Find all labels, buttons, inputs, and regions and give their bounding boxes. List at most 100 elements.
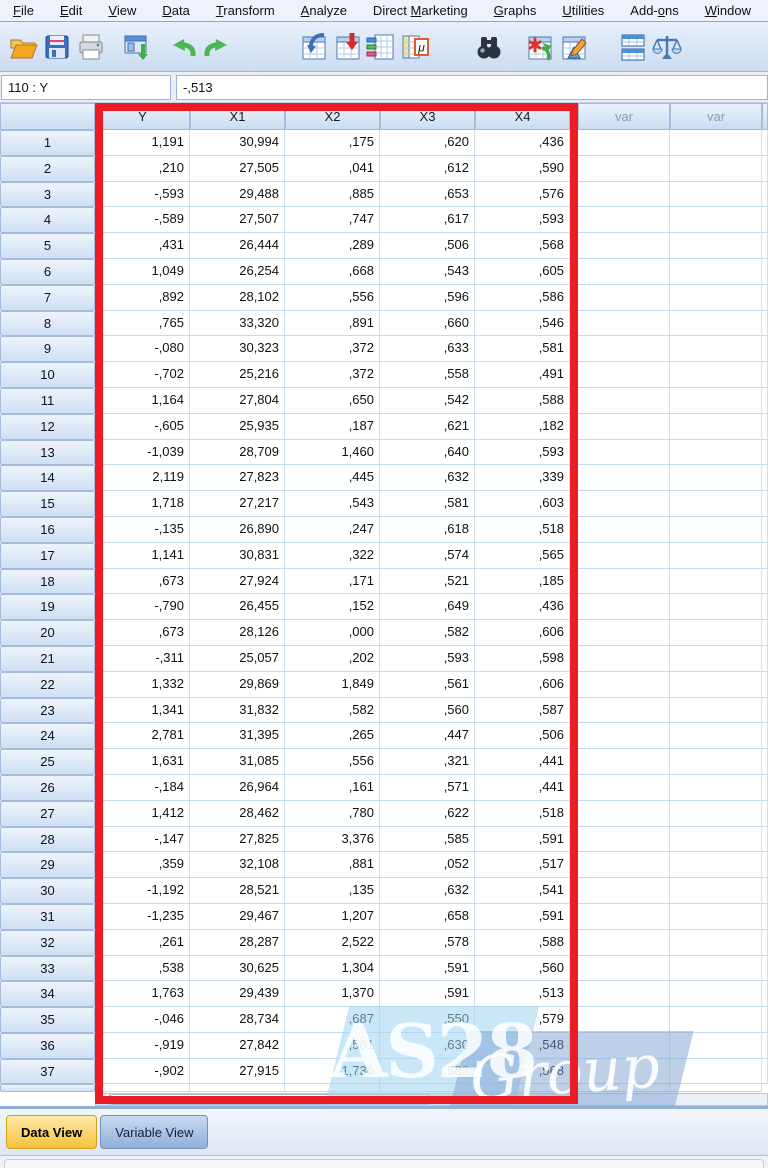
cell-x1-17[interactable]: 30,831 xyxy=(190,542,285,569)
row-header-36[interactable]: 36 xyxy=(0,1032,95,1059)
cell-x4-13[interactable]: ,593 xyxy=(475,439,570,466)
cell-y-34[interactable]: 1,763 xyxy=(95,981,190,1008)
cell-y-8[interactable]: ,765 xyxy=(95,310,190,337)
cell-var2-21[interactable] xyxy=(670,645,762,672)
row-header-37[interactable]: 37 xyxy=(0,1058,95,1085)
cell-var2-19[interactable] xyxy=(670,594,762,621)
cell-x2-14[interactable]: ,445 xyxy=(285,465,380,492)
row-header-7[interactable]: 7 xyxy=(0,284,95,311)
row-header-35[interactable]: 35 xyxy=(0,1007,95,1033)
cell-x4-15[interactable]: ,603 xyxy=(475,491,570,517)
cell-var1-16[interactable] xyxy=(578,516,670,543)
cell-y-32[interactable]: ,261 xyxy=(95,929,190,956)
cell-y-13[interactable]: -1,039 xyxy=(95,439,190,466)
cell-x3-37[interactable]: ,583 xyxy=(380,1058,475,1085)
cell-x4-31[interactable]: ,591 xyxy=(475,903,570,930)
row-header-3[interactable]: 3 xyxy=(0,181,95,208)
cell-var2-2[interactable] xyxy=(670,155,762,182)
cell-var1-9[interactable] xyxy=(578,336,670,363)
row-header-6[interactable]: 6 xyxy=(0,258,95,285)
cell-var1-19[interactable] xyxy=(578,594,670,621)
cell-x2-5[interactable]: ,289 xyxy=(285,233,380,259)
cell-x4-33[interactable]: ,560 xyxy=(475,955,570,982)
goto-case-button[interactable] xyxy=(296,28,330,66)
row-header-12[interactable]: 12 xyxy=(0,413,95,440)
cell-var1-30[interactable] xyxy=(578,878,670,904)
cell-x2-19[interactable]: ,152 xyxy=(285,594,380,621)
row-header-14[interactable]: 14 xyxy=(0,465,95,492)
cell-x3-35[interactable]: ,550 xyxy=(380,1007,475,1033)
cell-x2-13[interactable]: 1,460 xyxy=(285,439,380,466)
cell-x2-20[interactable]: ,000 xyxy=(285,620,380,646)
cell-x1-9[interactable]: 30,323 xyxy=(190,336,285,363)
cell-var1-33[interactable] xyxy=(578,955,670,982)
cell-x1-8[interactable]: 33,320 xyxy=(190,310,285,337)
cell-x2-28[interactable]: 3,376 xyxy=(285,826,380,853)
cell-y-5[interactable]: ,431 xyxy=(95,233,190,259)
menu-graphs[interactable]: Graphs xyxy=(493,3,537,18)
cell-var2-1[interactable] xyxy=(670,130,762,156)
cell-x1-20[interactable]: 28,126 xyxy=(190,620,285,646)
cell-y-18[interactable]: ,673 xyxy=(95,568,190,595)
row-header-9[interactable]: 9 xyxy=(0,336,95,363)
menu-direct-marketing[interactable]: Direct Marketing xyxy=(372,3,468,18)
cell-var2-13[interactable] xyxy=(670,439,762,466)
cell-x4-4[interactable]: ,593 xyxy=(475,207,570,234)
cell-x2-25[interactable]: ,556 xyxy=(285,749,380,775)
cell-x1-15[interactable]: 27,217 xyxy=(190,491,285,517)
cell-y-31[interactable]: -1,235 xyxy=(95,903,190,930)
cell-x3-4[interactable]: ,617 xyxy=(380,207,475,234)
insert-variable-button[interactable] xyxy=(556,28,590,66)
cell-y-24[interactable]: 2,781 xyxy=(95,723,190,750)
cell-var1-22[interactable] xyxy=(578,671,670,698)
row-header-4[interactable]: 4 xyxy=(0,207,95,234)
cell-x3-20[interactable]: ,582 xyxy=(380,620,475,646)
cell-var2-29[interactable] xyxy=(670,852,762,879)
row-header-19[interactable]: 19 xyxy=(0,594,95,621)
cell-y-29[interactable]: ,359 xyxy=(95,852,190,879)
cell-var1-11[interactable] xyxy=(578,387,670,414)
cell-var1-26[interactable] xyxy=(578,774,670,801)
cell-var1-29[interactable] xyxy=(578,852,670,879)
cell-x1-22[interactable]: 29,869 xyxy=(190,671,285,698)
cell-x3-30[interactable]: ,632 xyxy=(380,878,475,904)
save-button[interactable] xyxy=(40,28,74,66)
cell-var2-14[interactable] xyxy=(670,465,762,492)
cell-x1-29[interactable]: 32,108 xyxy=(190,852,285,879)
cell-x3-14[interactable]: ,632 xyxy=(380,465,475,492)
cell-y-20[interactable]: ,673 xyxy=(95,620,190,646)
cell-var1-8[interactable] xyxy=(578,310,670,337)
column-header-var2[interactable]: var xyxy=(670,103,762,130)
cell-x1-4[interactable]: 27,507 xyxy=(190,207,285,234)
menu-add-ons[interactable]: Add-ons xyxy=(630,3,679,18)
cell-var1-4[interactable] xyxy=(578,207,670,234)
cell-var1-2[interactable] xyxy=(578,155,670,182)
cell-var2-16[interactable] xyxy=(670,516,762,543)
cell-x3-1[interactable]: ,620 xyxy=(380,130,475,156)
redo-button[interactable] xyxy=(200,28,234,66)
cell-x2-23[interactable]: ,582 xyxy=(285,697,380,724)
menu-utilities[interactable]: Utilities xyxy=(562,3,605,18)
cell-var2-15[interactable] xyxy=(670,491,762,517)
cell-x2-7[interactable]: ,556 xyxy=(285,284,380,311)
cell-y-17[interactable]: 1,141 xyxy=(95,542,190,569)
row-header-8[interactable]: 8 xyxy=(0,310,95,337)
row-header-2[interactable]: 2 xyxy=(0,155,95,182)
cell-x4-34[interactable]: ,513 xyxy=(475,981,570,1008)
cell-x4-21[interactable]: ,598 xyxy=(475,645,570,672)
cell-var2-3[interactable] xyxy=(670,181,762,208)
row-header-29[interactable]: 29 xyxy=(0,852,95,879)
menu-analyze[interactable]: Analyze xyxy=(300,3,347,18)
cell-y-15[interactable]: 1,718 xyxy=(95,491,190,517)
cell-var2-31[interactable] xyxy=(670,903,762,930)
cell-x1-30[interactable]: 28,521 xyxy=(190,878,285,904)
cell-var2-9[interactable] xyxy=(670,336,762,363)
cell-x2-1[interactable]: ,175 xyxy=(285,130,380,156)
cell-var1-14[interactable] xyxy=(578,465,670,492)
cell-x4-30[interactable]: ,541 xyxy=(475,878,570,904)
row-header-31[interactable]: 31 xyxy=(0,903,95,930)
row-header-15[interactable]: 15 xyxy=(0,491,95,517)
cell-x1-26[interactable]: 26,964 xyxy=(190,774,285,801)
cell-x2-16[interactable]: ,247 xyxy=(285,516,380,543)
cell-var2-30[interactable] xyxy=(670,878,762,904)
